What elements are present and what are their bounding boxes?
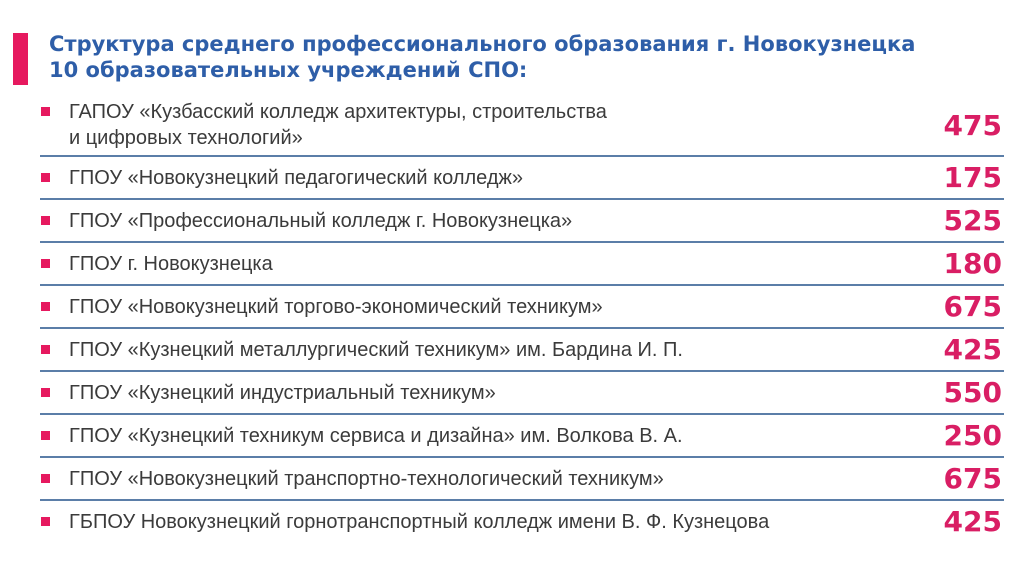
- list-item: ГПОУ г. Новокузнецка 180: [40, 243, 1004, 286]
- list-item: ГАПОУ «Кузбасский колледж архитектуры, с…: [40, 95, 1004, 157]
- list-item: ГПОУ «Кузнецкий индустриальный техникум»…: [40, 372, 1004, 415]
- student-count: 675: [943, 462, 1002, 495]
- institution-name-text: ГПОУ «Новокузнецкий транспортно-технолог…: [69, 467, 664, 490]
- institution-name: ГПОУ г. Новокузнецка: [40, 251, 910, 277]
- institution-name: ГПОУ «Профессиональный колледж г. Новоку…: [40, 208, 910, 234]
- institution-name: ГПОУ «Кузнецкий металлургический технику…: [40, 337, 910, 363]
- institution-name: ГПОУ «Кузнецкий техникум сервиса и дизай…: [40, 423, 910, 449]
- institution-name: ГПОУ «Кузнецкий индустриальный техникум»: [40, 380, 910, 406]
- student-count: 550: [943, 376, 1002, 409]
- institution-name: ГБПОУ Новокузнецкий горнотранспортный ко…: [40, 509, 910, 535]
- bullet-square-icon: [41, 387, 50, 397]
- institution-name-text: ГПОУ «Новокузнецкий педагогический колле…: [69, 166, 524, 189]
- institution-name: ГАПОУ «Кузбасский колледж архитектуры, с…: [40, 99, 910, 151]
- institution-list: ГАПОУ «Кузбасский колледж архитектуры, с…: [40, 95, 1004, 542]
- bullet-square-icon: [41, 344, 50, 354]
- list-item: ГПОУ «Кузнецкий техникум сервиса и дизай…: [40, 415, 1004, 458]
- list-item: ГПОУ «Новокузнецкий транспортно-технолог…: [40, 458, 1004, 501]
- student-count: 425: [943, 333, 1002, 366]
- institution-name-text: ГПОУ «Кузнецкий техникум сервиса и дизай…: [69, 424, 683, 447]
- institution-name: ГПОУ «Новокузнецкий торгово-экономически…: [40, 294, 910, 320]
- page-title-line1: Структура среднего профессионального обр…: [49, 32, 916, 56]
- institution-name-text: ГПОУ г. Новокузнецка: [69, 252, 273, 275]
- page-title-line2: 10 образовательных учреждений СПО:: [49, 58, 528, 82]
- student-count: 250: [943, 419, 1002, 452]
- student-count: 175: [943, 161, 1002, 194]
- list-item: ГПОУ «Профессиональный колледж г. Новоку…: [40, 200, 1004, 243]
- bullet-square-icon: [41, 473, 50, 483]
- student-count: 180: [943, 247, 1002, 280]
- institution-name-text: ГПОУ «Кузнецкий металлургический технику…: [69, 338, 683, 361]
- page-title: Структура среднего профессионального обр…: [49, 0, 1004, 83]
- institution-name-text: ГПОУ «Новокузнецкий торгово-экономически…: [69, 295, 603, 318]
- institution-name-text: ГПОУ «Кузнецкий индустриальный техникум»: [69, 381, 496, 404]
- bullet-square-icon: [41, 301, 50, 311]
- bullet-square-icon: [41, 107, 50, 116]
- bullet-square-icon: [41, 516, 50, 526]
- bullet-square-icon: [41, 258, 50, 268]
- bullet-square-icon: [41, 172, 50, 182]
- student-count: 675: [943, 290, 1002, 323]
- student-count: 475: [943, 108, 1002, 142]
- list-item: ГПОУ «Новокузнецкий торгово-экономически…: [40, 286, 1004, 329]
- list-item: ГПОУ «Новокузнецкий педагогический колле…: [40, 157, 1004, 200]
- bullet-square-icon: [41, 215, 50, 225]
- student-count: 425: [943, 505, 1002, 538]
- institution-name-text: ГАПОУ «Кузбасский колледж архитектуры, с…: [69, 101, 607, 149]
- institution-name: ГПОУ «Новокузнецкий транспортно-технолог…: [40, 466, 910, 492]
- accent-bar: [13, 33, 28, 85]
- student-count: 525: [943, 204, 1002, 237]
- list-item: ГПОУ «Кузнецкий металлургический технику…: [40, 329, 1004, 372]
- institution-name: ГПОУ «Новокузнецкий педагогический колле…: [40, 165, 910, 191]
- institution-name-text: ГПОУ «Профессиональный колледж г. Новоку…: [69, 209, 573, 232]
- list-item: ГБПОУ Новокузнецкий горнотранспортный ко…: [40, 501, 1004, 542]
- institution-name-text: ГБПОУ Новокузнецкий горнотранспортный ко…: [69, 510, 770, 533]
- bullet-square-icon: [41, 430, 50, 440]
